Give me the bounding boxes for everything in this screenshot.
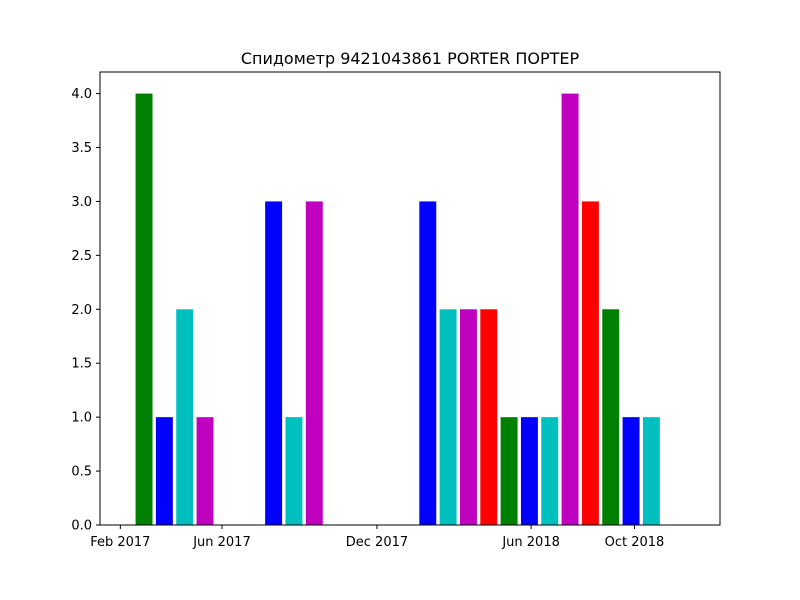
bar-8	[419, 201, 437, 525]
bar-7	[305, 201, 323, 525]
bar-6	[285, 417, 303, 525]
bar-17	[602, 309, 620, 525]
bar-19	[642, 417, 660, 525]
y-tick-label: 3.5	[71, 141, 92, 156]
x-tick-label: Dec 2017	[346, 535, 408, 550]
x-tick-label: Oct 2018	[605, 535, 665, 550]
bar-13	[520, 417, 538, 525]
y-tick-label: 2.5	[71, 249, 92, 264]
bar-3	[176, 309, 194, 525]
bar-16	[581, 201, 599, 525]
bar-4	[196, 417, 214, 525]
bars-group	[135, 93, 660, 525]
y-tick-label: 1.0	[71, 411, 92, 426]
bar-10	[459, 309, 477, 525]
bar-12	[500, 417, 518, 525]
bar-11	[480, 309, 498, 525]
x-tick-label: Feb 2017	[90, 535, 150, 550]
bar-15	[561, 93, 579, 525]
x-tick-label: Jun 2018	[501, 535, 560, 550]
bar-1	[135, 93, 153, 525]
x-tick-label: Jun 2017	[192, 535, 251, 550]
y-tick-label: 0.0	[71, 519, 92, 534]
bar-18	[622, 417, 640, 525]
y-axis-ticks: 0.0 0.5 1.0 1.5 2.0 2.5 3.0 3.5 4.0	[71, 87, 100, 534]
y-tick-label: 0.5	[71, 465, 92, 480]
bar-14	[541, 417, 559, 525]
bar-9	[439, 309, 457, 525]
bar-5	[265, 201, 283, 525]
x-axis-ticks: Feb 2017 Jun 2017 Dec 2017 Jun 2018 Oct 2018	[90, 525, 664, 550]
y-tick-label: 4.0	[71, 87, 92, 102]
y-tick-label: 2.0	[71, 303, 92, 318]
bar-2	[155, 417, 173, 525]
plot-frame	[99, 71, 721, 526]
chart-title: Спидометр 9421043861 PORTER ПОРТЕР	[241, 49, 580, 68]
y-tick-label: 3.0	[71, 195, 92, 210]
y-tick-label: 1.5	[71, 357, 92, 372]
